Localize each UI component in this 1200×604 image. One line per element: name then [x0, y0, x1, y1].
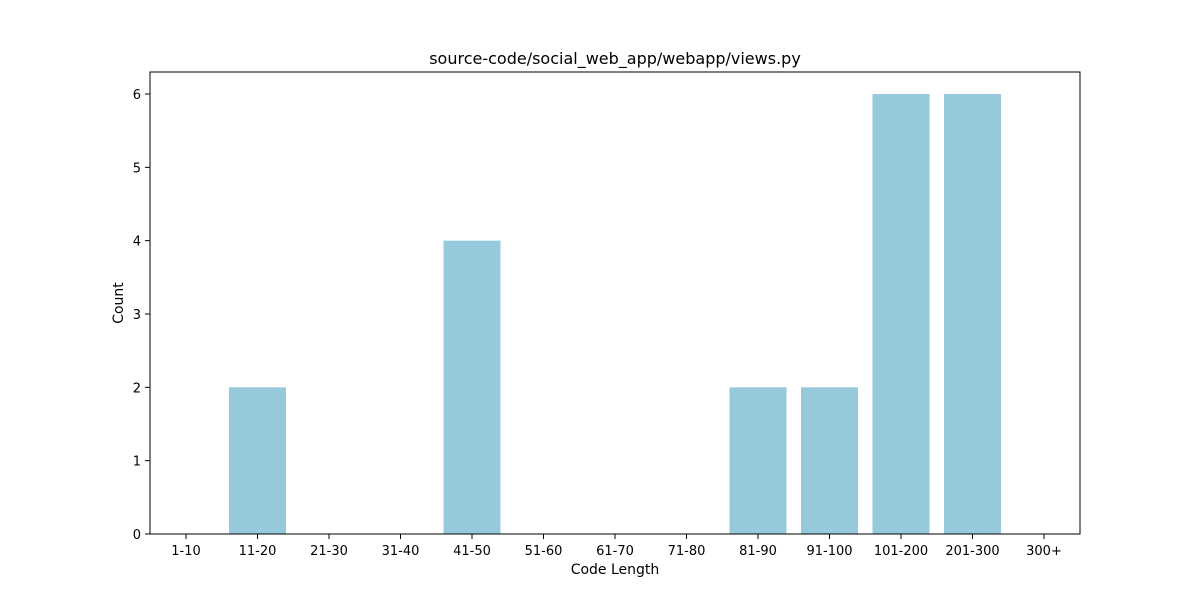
bar-41-50 — [443, 240, 501, 534]
x-tick-label: 31-40 — [382, 544, 420, 559]
bar-201-300 — [944, 94, 1001, 534]
y-tick-label: 1 — [133, 455, 141, 470]
plot-frame — [149, 71, 1081, 535]
x-tick-label: 101-200 — [874, 544, 928, 559]
x-tick-label: 61-70 — [596, 544, 634, 559]
x-tick-label: 41-50 — [453, 544, 491, 559]
y-axis-label: Count — [111, 282, 127, 324]
y-axis-ticks: 0 1 2 3 4 5 6 — [133, 88, 150, 543]
x-axis-label: Code Length — [571, 562, 660, 578]
bar-91-100 — [801, 387, 858, 534]
y-tick-label: 4 — [133, 235, 141, 250]
bars-group — [229, 94, 1001, 534]
x-tick-label: 51-60 — [525, 544, 563, 559]
chart-title: source-code/social_web_app/webapp/views.… — [429, 49, 801, 69]
x-tick-label: 21-30 — [310, 544, 348, 559]
bar-81-90 — [729, 387, 787, 534]
bar-11-20 — [229, 387, 286, 534]
x-tick-label: 201-300 — [945, 544, 999, 559]
y-tick-label: 6 — [133, 88, 141, 103]
y-tick-label: 5 — [133, 161, 141, 176]
y-tick-label: 2 — [133, 381, 141, 396]
x-axis-ticks: 1-10 11-20 21-30 31-40 41-50 51-60 61-70 71-80 8… — [171, 534, 1062, 559]
x-tick-label: 81-90 — [739, 544, 777, 559]
y-tick-label: 3 — [133, 308, 141, 323]
x-tick-label: 300+ — [1026, 544, 1062, 559]
x-tick-label: 1-10 — [171, 544, 201, 559]
y-tick-label: 0 — [133, 528, 141, 543]
x-tick-label: 91-100 — [806, 544, 852, 559]
bar-101-200 — [872, 94, 930, 534]
x-tick-label: 11-20 — [239, 544, 277, 559]
x-tick-label: 71-80 — [668, 544, 706, 559]
